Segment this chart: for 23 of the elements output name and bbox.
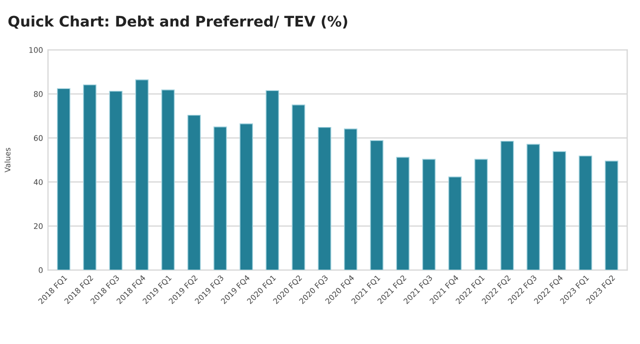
bar: [526, 144, 540, 270]
chart-title: Quick Chart: Debt and Preferred/ TEV (%): [8, 15, 348, 29]
bar: [396, 156, 410, 270]
bar: [266, 90, 280, 270]
bar: [187, 114, 201, 270]
bar: [109, 90, 123, 270]
bar: [318, 126, 332, 270]
bar: [370, 140, 384, 270]
bar: [83, 84, 96, 270]
bar: [135, 79, 149, 270]
bar: [604, 160, 618, 270]
bar: [344, 128, 358, 270]
bar: [448, 176, 462, 270]
bar: [240, 123, 253, 270]
bar: [552, 151, 566, 270]
bar: [578, 156, 592, 270]
bar: [161, 90, 175, 270]
bar: [500, 140, 514, 270]
bar: [56, 88, 70, 270]
bar: [474, 158, 488, 270]
bar: [292, 104, 306, 270]
bar: [214, 126, 227, 270]
bar: [422, 158, 436, 270]
